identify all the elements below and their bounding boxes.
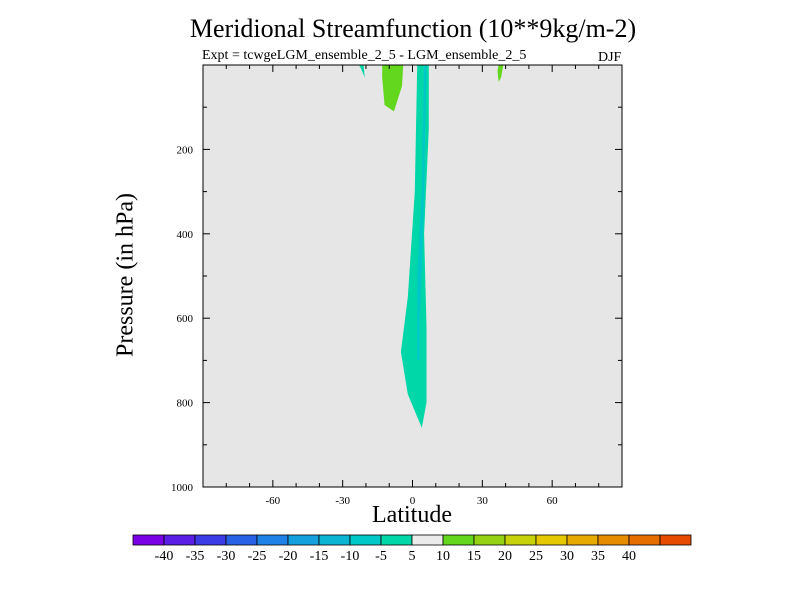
- season-label: DJF: [598, 50, 622, 65]
- contour-green-right: [497, 65, 504, 82]
- x-tick-label: -60: [265, 495, 280, 507]
- y-tick-label: 200: [177, 144, 194, 156]
- colorbar-swatch: [442, 534, 475, 546]
- colorbar-label: 10: [436, 549, 450, 564]
- colorbar-swatch: [349, 534, 382, 546]
- x-tick-label: 30: [477, 495, 489, 507]
- chart-title: Meridional Streamfunction (10**9kg/m-2): [189, 14, 637, 43]
- x-tick-label: 60: [547, 495, 559, 507]
- colorbar-label: -40: [155, 549, 174, 564]
- colorbar-swatch: [163, 534, 196, 546]
- y-tick-label: 600: [177, 313, 194, 325]
- colorbar-swatch: [132, 534, 165, 546]
- colorbar-label: -20: [279, 549, 298, 564]
- colorbar-label: 15: [467, 549, 481, 564]
- colorbar-swatch: [256, 534, 289, 546]
- contour-green-left: [382, 65, 404, 112]
- colorbar-label: 5: [409, 549, 416, 564]
- y-tick-label: 800: [177, 398, 194, 410]
- colorbar-swatch: [566, 534, 599, 546]
- colorbar-swatch: [535, 534, 568, 546]
- colorbar-swatch: [318, 534, 351, 546]
- colorbar-swatch: [473, 534, 506, 546]
- colorbar-label: -35: [186, 549, 205, 564]
- colorbar-swatch: [628, 534, 661, 546]
- colorbar-swatch: [597, 534, 630, 546]
- colorbar-label: 25: [529, 549, 543, 564]
- colorbar-swatch: [194, 534, 227, 546]
- x-tick-label: -30: [335, 495, 350, 507]
- colorbar-swatch: [411, 534, 444, 546]
- contour-cyan-plume-main: [400, 65, 429, 428]
- colorbar-label: 30: [560, 549, 574, 564]
- colorbar-label: -15: [310, 549, 329, 564]
- colorbar-label: 40: [622, 549, 636, 564]
- colorbar-swatch: [659, 534, 692, 546]
- colorbar-label: -30: [217, 549, 236, 564]
- colorbar-swatch: [504, 534, 537, 546]
- contour-cyan-sliver: [359, 65, 365, 78]
- colorbar-label: -25: [248, 549, 267, 564]
- colorbar-swatch: [225, 534, 258, 546]
- y-tick-label: 400: [177, 229, 194, 241]
- x-axis-title: Latitude: [372, 502, 452, 528]
- x-tick-label: 0: [410, 495, 416, 507]
- colorbar-label: 35: [591, 549, 605, 564]
- colorbar-label: -5: [375, 549, 387, 564]
- experiment-label: Expt = tcwgeLGM_ensemble_2_5 - LGM_ensem…: [202, 48, 527, 63]
- y-tick-label: 1000: [171, 482, 194, 494]
- colorbar-label: -10: [341, 549, 360, 564]
- colorbar-swatch: [287, 534, 320, 546]
- colorbar-swatch: [380, 534, 413, 546]
- colorbar-label: 20: [498, 549, 512, 564]
- contour-cyan-core: [417, 65, 427, 361]
